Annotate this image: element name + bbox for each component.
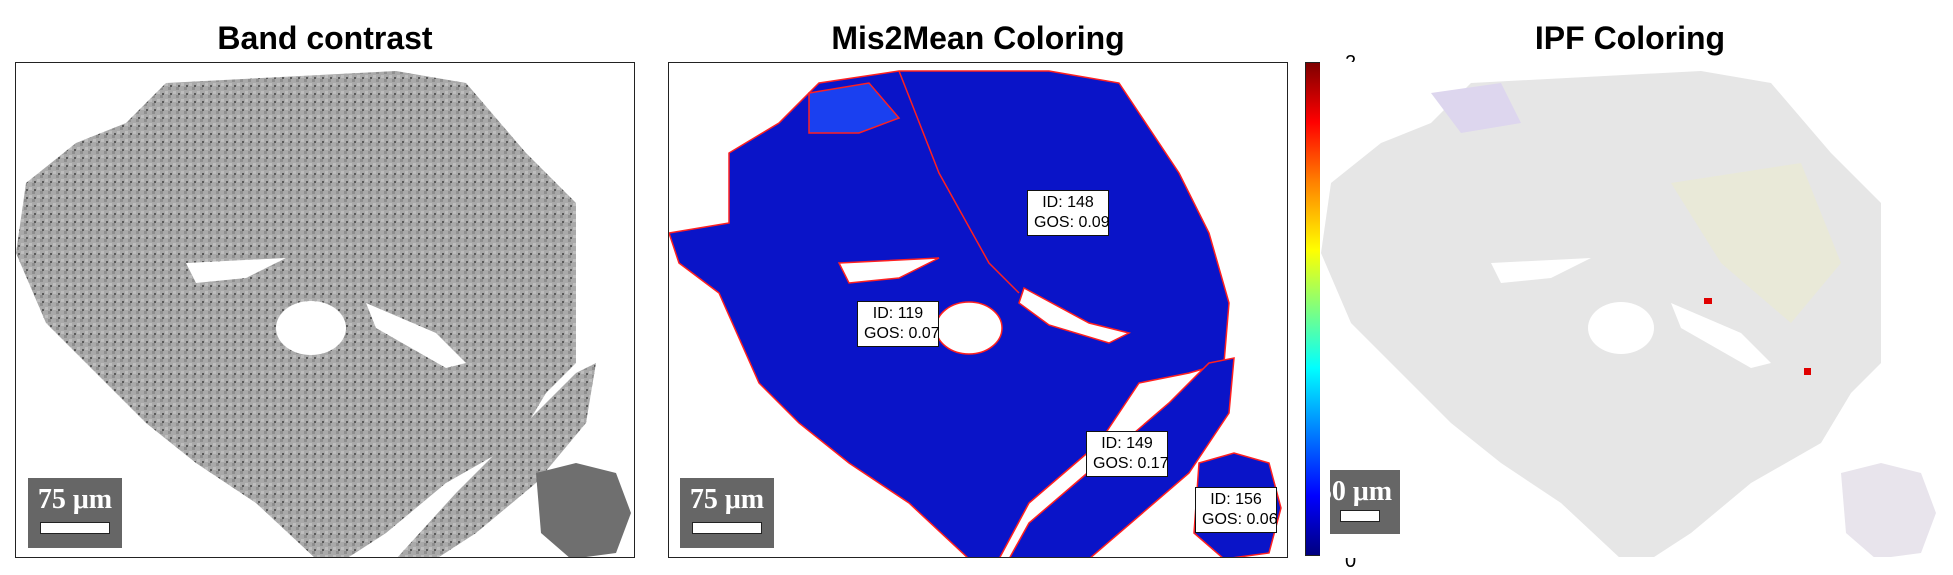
scalebar-label: 75 μm	[37, 484, 113, 515]
panel-title-mis2mean: Mis2Mean Coloring	[831, 20, 1125, 56]
scalebar-label: 50 μm	[1330, 476, 1393, 507]
grain-id: ID: 149	[1101, 435, 1153, 452]
grain-label-149: ID: 149 GOS: 0.17	[1086, 431, 1169, 477]
grain-region	[1841, 463, 1936, 557]
panel-title-ipf: IPF Coloring	[1534, 20, 1726, 56]
ipf-image	[1321, 71, 1936, 557]
scalebar-band-contrast: 75 μm	[28, 478, 122, 548]
grain-gos: GOS: 0.09	[1034, 214, 1110, 231]
scalebar-ipf: 50 μm	[1330, 470, 1400, 534]
band-contrast-map	[15, 62, 635, 558]
hole	[1018, 286, 1132, 344]
grain-region	[1431, 83, 1521, 133]
scalebar-line	[1340, 510, 1380, 522]
grain-gos: GOS: 0.17	[1093, 455, 1169, 472]
grain-gos: GOS: 0.07	[864, 325, 940, 342]
ipf-map	[1320, 62, 1940, 558]
panel-title-band-contrast: Band contrast	[217, 20, 433, 56]
red-pixel	[1804, 368, 1811, 375]
scalebar-mis2mean: 75 μm	[680, 478, 774, 548]
scalebar-label: 75 μm	[689, 484, 765, 515]
grain-region	[536, 463, 631, 557]
red-pixel	[1704, 298, 1712, 304]
scalebar-line	[692, 522, 762, 534]
grain-region	[397, 363, 596, 557]
grain-region	[1671, 163, 1841, 323]
hole	[276, 301, 346, 355]
hole	[837, 257, 940, 284]
band-contrast-image	[16, 71, 631, 557]
grain-boundary	[898, 70, 1020, 294]
grain-id: ID: 148	[1042, 194, 1094, 211]
hole	[935, 301, 1003, 355]
grain-id: ID: 156	[1210, 491, 1262, 508]
grain-label-119: ID: 119 GOS: 0.07	[857, 301, 940, 347]
grain-label-148: ID: 148 GOS: 0.09	[1027, 190, 1110, 236]
colorbar-min-label: 0	[1345, 550, 1357, 572]
grain-label-156: ID: 156 GOS: 0.06	[1195, 487, 1278, 533]
scalebar-line	[40, 522, 110, 534]
grain-gos: GOS: 0.06	[1202, 511, 1278, 528]
hole	[1671, 303, 1771, 368]
hole	[1491, 258, 1591, 283]
grain-region	[808, 82, 901, 134]
hole	[366, 303, 466, 368]
grain-id: ID: 119	[872, 305, 924, 322]
hole	[186, 258, 286, 283]
hole	[1588, 302, 1654, 354]
